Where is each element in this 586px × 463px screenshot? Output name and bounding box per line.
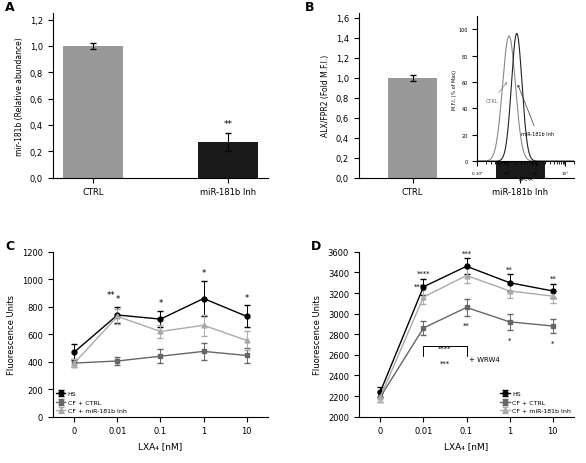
Text: **: ** xyxy=(107,290,115,299)
Bar xyxy=(197,143,258,178)
X-axis label: LXA₄ [nM]: LXA₄ [nM] xyxy=(138,441,183,450)
Text: *: * xyxy=(202,269,206,278)
Text: *: * xyxy=(518,21,523,30)
Legend: HS, CF + CTRL, CF + miR-181b Inh: HS, CF + CTRL, CF + miR-181b Inh xyxy=(56,391,127,413)
Text: **: ** xyxy=(506,266,513,272)
Text: C: C xyxy=(5,239,15,252)
Legend: HS, CF + CTRL, CF + miR-181b Inh: HS, CF + CTRL, CF + miR-181b Inh xyxy=(500,391,571,413)
Text: *: * xyxy=(244,294,249,302)
Text: **: ** xyxy=(223,119,233,128)
Text: *: * xyxy=(158,299,163,308)
Text: *: * xyxy=(551,340,554,345)
Text: ****: **** xyxy=(438,345,452,351)
Text: ***: *** xyxy=(414,283,424,289)
Text: D: D xyxy=(311,239,322,252)
Y-axis label: Fluorescence Units: Fluorescence Units xyxy=(314,294,322,375)
Bar xyxy=(389,79,437,178)
Text: ****: **** xyxy=(417,270,430,276)
Y-axis label: ALX/FPR2 (Fold M.F.I.): ALX/FPR2 (Fold M.F.I.) xyxy=(321,55,331,137)
Bar xyxy=(496,42,544,178)
Y-axis label: mir-181b (Relative abundance): mir-181b (Relative abundance) xyxy=(15,37,24,156)
Text: *: * xyxy=(115,294,120,304)
Text: ***: *** xyxy=(440,360,450,366)
Bar xyxy=(63,47,123,178)
X-axis label: LXA₄ [nM]: LXA₄ [nM] xyxy=(444,441,489,450)
Text: **: ** xyxy=(463,322,470,328)
Text: *: * xyxy=(508,337,512,343)
Text: **: ** xyxy=(549,275,556,282)
Text: + WRW4: + WRW4 xyxy=(469,356,499,362)
Y-axis label: Fluorescence Units: Fluorescence Units xyxy=(8,294,16,375)
Text: B: B xyxy=(305,1,315,14)
Text: ***: *** xyxy=(461,250,472,256)
Text: A: A xyxy=(5,1,15,14)
